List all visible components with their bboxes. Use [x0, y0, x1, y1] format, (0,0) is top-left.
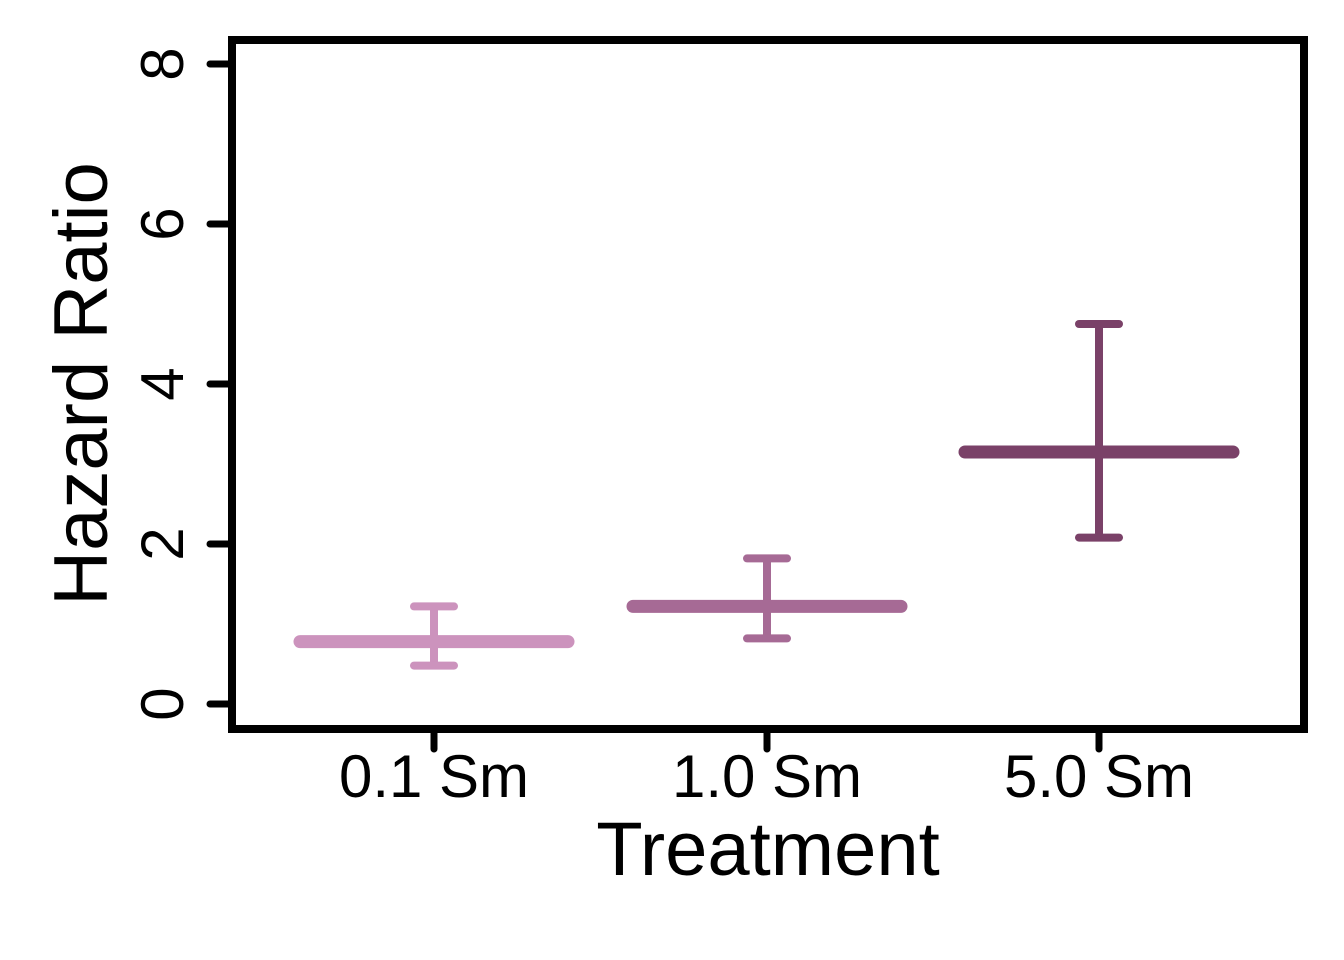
y-tick-label: 2 [129, 527, 196, 560]
y-tick-label: 4 [129, 367, 196, 400]
x-axis: 0.1 Sm 1.0 Sm 5.0 Sm [339, 725, 1194, 810]
x-tick-label: 1.0 Sm [672, 743, 862, 810]
y-tick-label: 8 [129, 47, 196, 80]
y-axis-title: Hazard Ratio [39, 162, 124, 606]
x-tick-label: 0.1 Sm [339, 743, 529, 810]
treatment-mark-group [958, 320, 1240, 542]
treatment-mark-group [293, 602, 575, 670]
x-tick-label: 5.0 Sm [1004, 743, 1194, 810]
data-marks [293, 320, 1240, 670]
y-tick-label: 6 [129, 207, 196, 240]
treatment-mark-group [626, 554, 908, 643]
y-tick-label: 0 [129, 687, 196, 720]
y-axis: 0 2 4 6 8 [129, 47, 236, 721]
x-axis-title: Treatment [596, 807, 940, 892]
